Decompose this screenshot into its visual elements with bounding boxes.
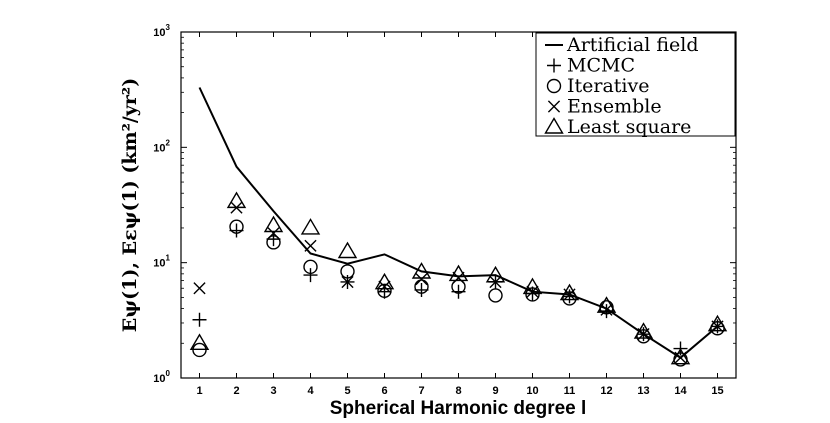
data-point-least-square <box>374 272 395 290</box>
data-point-mcmc <box>266 232 281 247</box>
legend-label-iterative: Iterative <box>567 75 650 97</box>
series-line-artificial-field <box>198 87 719 359</box>
legend-label-ensemble: Ensemble <box>567 96 662 118</box>
x-tick-label: 7 <box>418 385 424 397</box>
data-point-iterative <box>488 288 503 303</box>
x-tick-label: 9 <box>492 385 498 397</box>
x-tick-label: 12 <box>600 385 612 397</box>
x-tick-label: 4 <box>307 385 314 397</box>
data-point-least-square <box>485 265 506 283</box>
data-point-iterative <box>636 329 651 344</box>
data-point-iterative <box>266 235 281 250</box>
legend-marker-iterative <box>546 78 562 94</box>
data-point-least-square <box>670 347 691 365</box>
x-axis-label: Spherical Harmonic degree l <box>330 398 587 419</box>
data-point-least-square <box>337 241 358 259</box>
x-tick-label: 10 <box>526 385 538 397</box>
data-point-ensemble <box>526 285 539 298</box>
legend-box <box>535 32 736 137</box>
legend-label-mcmc: MCMC <box>567 55 635 77</box>
x-tick-label: 11 <box>564 385 576 397</box>
y-tick-label: 102 <box>153 138 170 154</box>
x-tick-label: 15 <box>711 385 723 397</box>
data-point-ensemble <box>341 275 354 289</box>
legend-marker-least-square <box>544 117 564 134</box>
x-tick-label: 1 <box>196 385 202 397</box>
data-point-least-square <box>263 215 284 233</box>
data-point-ensemble <box>600 303 613 316</box>
x-tick-label: 3 <box>270 385 276 397</box>
data-point-least-square <box>448 264 469 282</box>
x-tick-label: 8 <box>455 385 461 397</box>
legend-marker-mcmc <box>547 58 561 73</box>
data-point-mcmc <box>414 282 429 297</box>
legend-label-artificial-field: Artificial field <box>566 34 699 56</box>
data-point-least-square <box>707 314 728 332</box>
data-point-iterative <box>525 287 540 302</box>
x-tick-label: 6 <box>381 385 387 397</box>
data-point-mcmc <box>303 268 318 283</box>
y-tick-label: 100 <box>153 369 170 385</box>
plot-data <box>189 87 728 367</box>
data-point-ensemble <box>193 282 206 295</box>
data-point-least-square <box>522 277 543 295</box>
data-point-iterative <box>340 264 355 279</box>
data-point-least-square <box>411 262 432 279</box>
data-point-iterative <box>377 283 392 299</box>
data-point-iterative <box>303 259 318 275</box>
legend: Artificial fieldMCMCIterativeEnsembleLea… <box>535 32 736 138</box>
data-point-ensemble <box>378 280 391 293</box>
data-point-least-square <box>300 218 321 235</box>
data-point-least-square <box>189 333 210 350</box>
data-point-mcmc <box>192 312 207 327</box>
data-point-iterative <box>229 219 244 234</box>
data-point-ensemble <box>674 351 687 364</box>
x-tick-label: 2 <box>233 385 239 397</box>
y-tick-label: 101 <box>153 254 170 270</box>
x-tick-label: 5 <box>344 385 350 397</box>
data-point-ensemble <box>415 273 428 286</box>
legend-label-least-square: Least square <box>567 116 691 138</box>
y-axis-label: Eψ(1), Eεψ(1) (km²/yr²) <box>119 78 141 332</box>
data-point-least-square <box>226 191 247 209</box>
legend-marker-ensemble <box>547 100 561 113</box>
data-point-least-square <box>633 322 654 339</box>
y-tick-label: 103 <box>153 23 170 39</box>
data-point-iterative <box>562 291 577 306</box>
data-point-ensemble <box>452 271 465 284</box>
data-point-least-square <box>596 296 617 313</box>
data-point-least-square <box>559 283 580 301</box>
data-point-ensemble <box>304 239 317 252</box>
x-tick-label: 13 <box>637 385 649 397</box>
x-tick-label: 14 <box>674 385 687 397</box>
data-point-ensemble <box>267 227 280 240</box>
